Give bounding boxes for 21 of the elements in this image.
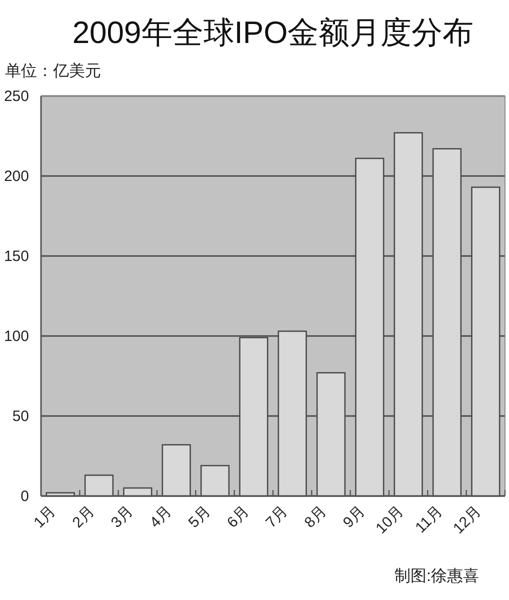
- x-tick-label: 8月: [301, 502, 330, 532]
- x-tick-label: 7月: [262, 502, 292, 532]
- x-tick-label: 4月: [146, 502, 176, 532]
- y-tick-label: 150: [4, 248, 29, 265]
- x-tick-label: 6月: [224, 502, 252, 532]
- x-tick-label: 9月: [340, 502, 368, 532]
- x-tick-label: 2月: [69, 502, 98, 532]
- y-tick-label: 100: [4, 328, 29, 345]
- text: 制图:徐惠喜: [394, 567, 479, 585]
- x-tick-label: 3月: [108, 502, 136, 532]
- x-tick-label: 5月: [185, 502, 214, 532]
- x-tick-label: 12月: [450, 502, 484, 538]
- x-tick-label: 10月: [372, 502, 408, 538]
- y-tick-label: 0: [20, 488, 29, 505]
- chart-title: 2009年全球IPO金额月度分布: [72, 15, 474, 50]
- y-axis-title: 单位：亿美元: [5, 62, 101, 80]
- y-tick-label: 200: [4, 168, 29, 185]
- y-tick-label: 250: [4, 88, 29, 105]
- x-tick-label: 1月: [30, 502, 60, 532]
- y-tick-label: 50: [12, 408, 29, 425]
- x-tick-label: 11月: [412, 502, 446, 536]
